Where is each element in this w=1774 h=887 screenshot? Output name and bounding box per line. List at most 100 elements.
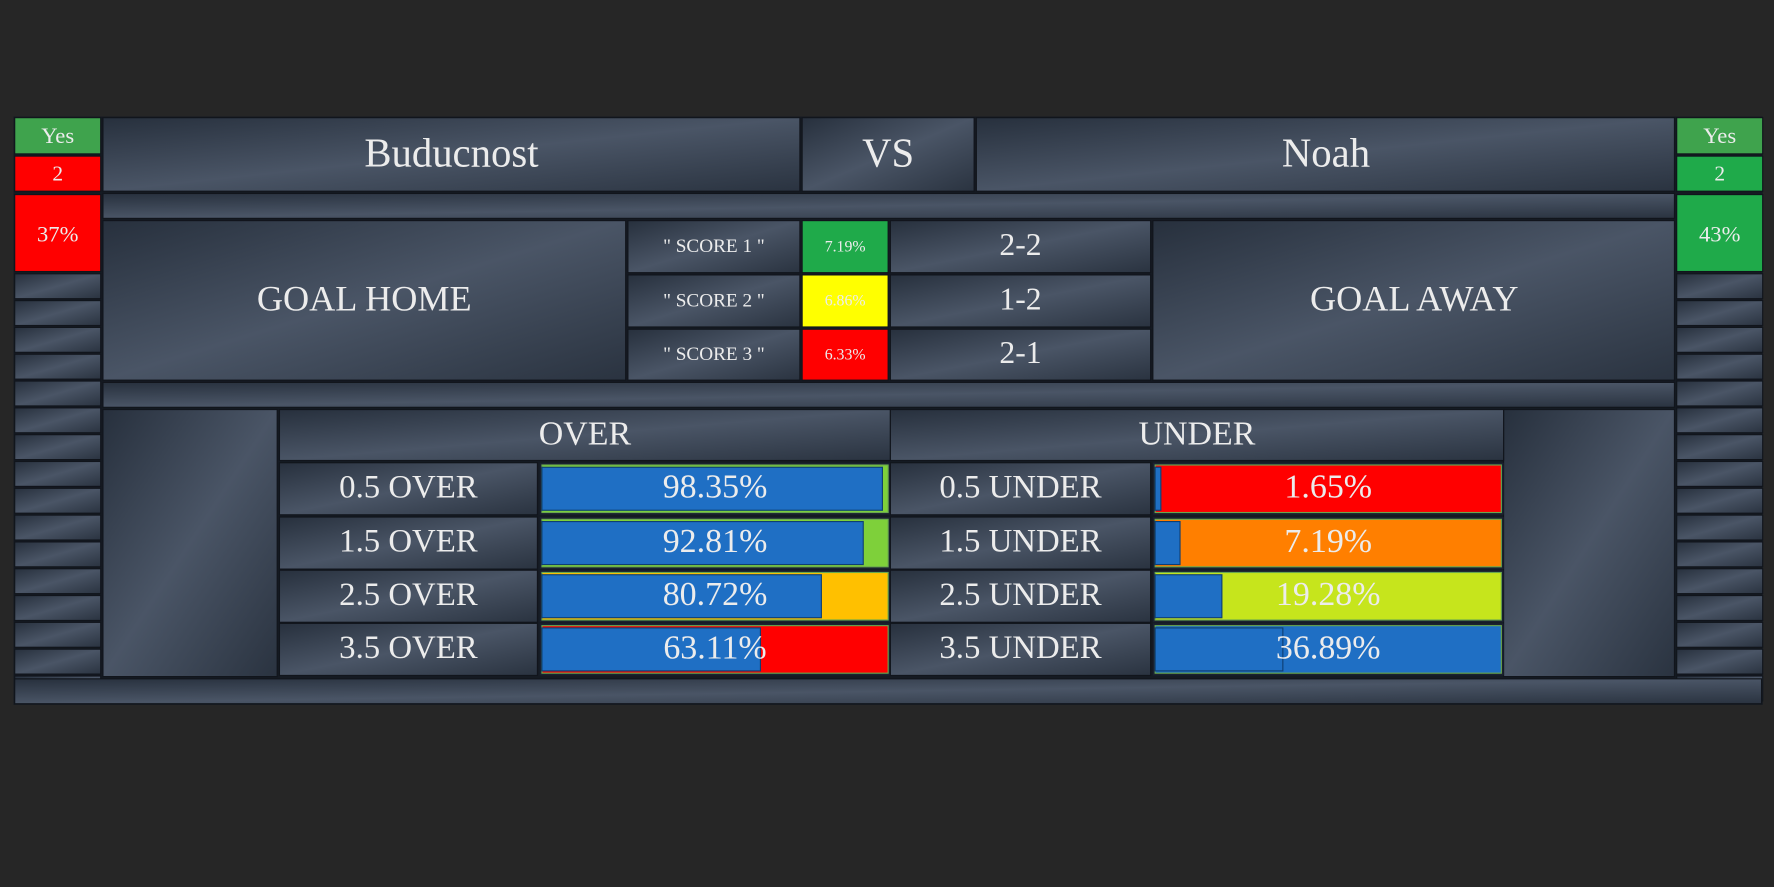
side-stripe bbox=[14, 621, 102, 648]
side-stripe bbox=[14, 541, 102, 568]
flag: Yes bbox=[1703, 123, 1736, 148]
probability: 7.19% bbox=[825, 238, 866, 255]
row-label-cell bbox=[278, 569, 538, 623]
bar-value: 63.11% bbox=[663, 629, 766, 666]
section-header: OVER bbox=[539, 415, 632, 452]
score-cell bbox=[889, 328, 1152, 381]
goal-home: GOAL HOME bbox=[257, 278, 472, 318]
side-stripe bbox=[14, 434, 102, 461]
probability-cell bbox=[801, 220, 889, 274]
away-team: Noah bbox=[1282, 131, 1370, 176]
row-label-cell bbox=[889, 569, 1152, 623]
team-cell bbox=[102, 117, 801, 192]
side-stripe bbox=[1676, 541, 1764, 568]
probability-cell bbox=[801, 274, 889, 328]
side-stripe bbox=[1676, 568, 1764, 595]
side-stripe bbox=[1676, 514, 1764, 541]
row-label-cell bbox=[889, 462, 1152, 516]
spacer bbox=[102, 381, 1676, 408]
side-stripe bbox=[1676, 407, 1764, 434]
vs-cell bbox=[801, 117, 975, 192]
filler bbox=[1503, 408, 1676, 678]
row-label: 1.5 UNDER bbox=[939, 524, 1101, 560]
bar-remainder bbox=[1154, 518, 1502, 568]
bar bbox=[541, 466, 883, 511]
side-stripe bbox=[1676, 273, 1764, 300]
bar bbox=[541, 627, 761, 672]
bar bbox=[541, 520, 864, 566]
side-stripe bbox=[1676, 621, 1764, 648]
bar bbox=[1154, 520, 1181, 566]
bar-remainder bbox=[1154, 464, 1502, 514]
flag: Yes bbox=[41, 123, 74, 148]
bar bbox=[1154, 627, 1284, 672]
bar bbox=[541, 574, 822, 619]
side-stripe bbox=[14, 380, 102, 407]
side-stripe bbox=[1676, 380, 1764, 407]
side-stripe bbox=[1676, 460, 1764, 487]
side-stripe bbox=[14, 407, 102, 434]
side-stripe bbox=[1676, 326, 1764, 353]
team-cell bbox=[975, 117, 1676, 192]
bar-value: 98.35% bbox=[663, 469, 768, 506]
row-label: 2.5 OVER bbox=[339, 577, 478, 613]
percent-cell bbox=[14, 194, 102, 273]
side-stripe bbox=[14, 594, 102, 622]
score-label: " SCORE 3 " bbox=[663, 344, 765, 365]
side-stripe bbox=[1676, 487, 1764, 514]
bar bbox=[1154, 574, 1223, 619]
spacer bbox=[102, 192, 1676, 219]
goals: 2 bbox=[1714, 161, 1725, 185]
side-stripe bbox=[1676, 353, 1764, 380]
score-cell bbox=[889, 220, 1152, 274]
side-stripe bbox=[14, 300, 102, 327]
score-cell bbox=[889, 274, 1152, 328]
bar-value: 1.65% bbox=[1284, 469, 1372, 506]
side-stripe bbox=[14, 326, 102, 353]
row-label: 1.5 OVER bbox=[339, 524, 478, 560]
row-label-cell bbox=[889, 622, 1152, 676]
row-label: 3.5 UNDER bbox=[939, 630, 1101, 666]
side-stripe bbox=[14, 460, 102, 487]
goals-cell bbox=[1676, 155, 1764, 192]
probability: 6.86% bbox=[825, 293, 866, 310]
row-label: 0.5 OVER bbox=[339, 469, 478, 505]
row-label-cell bbox=[278, 622, 538, 676]
side-stripe bbox=[14, 648, 102, 675]
percent-cell bbox=[1676, 194, 1764, 273]
section-header: UNDER bbox=[1139, 415, 1256, 452]
side-stripe bbox=[14, 273, 102, 300]
score: 2-1 bbox=[999, 335, 1041, 370]
bar-value: 36.89% bbox=[1276, 629, 1381, 666]
bar-value: 7.19% bbox=[1284, 523, 1372, 560]
probability: 6.33% bbox=[825, 346, 866, 363]
goal-away-cell bbox=[1152, 220, 1676, 381]
side-stripe bbox=[1676, 434, 1764, 461]
row-label: 2.5 UNDER bbox=[939, 577, 1101, 613]
score: 2-2 bbox=[999, 227, 1041, 262]
spacer bbox=[14, 678, 1763, 705]
row-label: 3.5 OVER bbox=[339, 630, 478, 666]
filler bbox=[102, 408, 278, 678]
section-header-cell bbox=[889, 408, 1505, 462]
flag-cell bbox=[14, 117, 102, 155]
flag-cell bbox=[1676, 117, 1764, 155]
vs: VS bbox=[862, 131, 914, 176]
bar bbox=[1154, 466, 1162, 511]
percent: 37% bbox=[37, 222, 79, 247]
score-label: " SCORE 2 " bbox=[663, 290, 765, 311]
side-stripe bbox=[1676, 648, 1764, 675]
section-header-cell bbox=[278, 408, 891, 462]
side-stripe bbox=[14, 487, 102, 514]
score-label-cell bbox=[627, 328, 801, 381]
score-label-cell bbox=[627, 220, 801, 274]
goal-away: GOAL AWAY bbox=[1310, 278, 1519, 318]
goals: 2 bbox=[52, 161, 63, 185]
score: 1-2 bbox=[999, 281, 1041, 316]
goal-home-cell bbox=[102, 220, 627, 381]
bar-value: 19.28% bbox=[1276, 576, 1381, 613]
probability-cell bbox=[801, 328, 889, 381]
side-stripe bbox=[14, 514, 102, 541]
row-label-cell bbox=[278, 516, 538, 570]
home-team: Buducnost bbox=[364, 131, 539, 176]
